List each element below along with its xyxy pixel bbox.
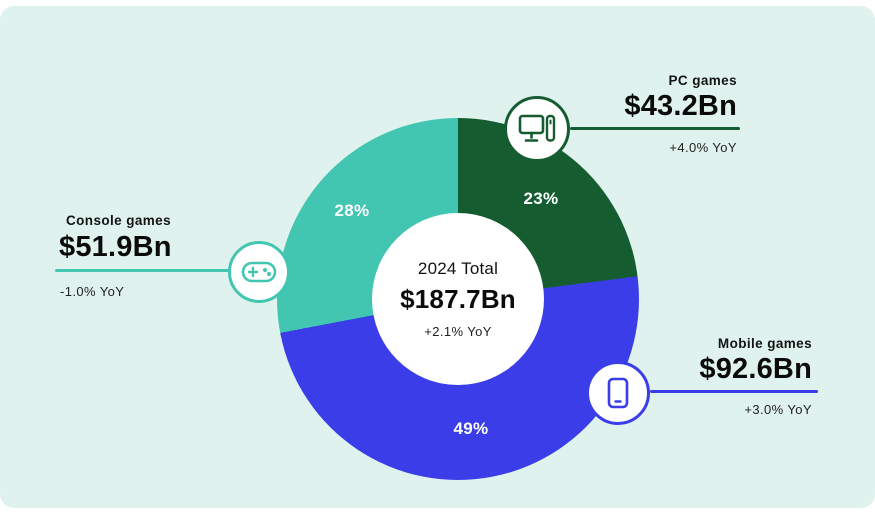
mobile-games-value: $92.6Bn — [699, 353, 812, 385]
mobile-games-badge — [586, 361, 650, 425]
console-games-value: $51.9Bn — [59, 231, 172, 263]
slice-label-console: 28% — [334, 201, 370, 220]
pc-callout-line — [570, 127, 740, 130]
pc-games-yoy: +4.0% YoY — [669, 140, 737, 155]
pc-games-label: PC games — [668, 73, 737, 88]
slice-label-mobile: 49% — [453, 419, 489, 438]
console-games-badge — [228, 241, 290, 303]
mobile-games-yoy: +3.0% YoY — [744, 402, 812, 417]
monitor-and-tower-icon — [518, 114, 556, 142]
slice-label-pc: 23% — [523, 189, 559, 208]
donut-center: 2024 Total $187.7Bn +2.1% YoY — [372, 213, 544, 385]
pc-games-badge — [504, 96, 570, 162]
mobile-callout-line — [650, 390, 818, 393]
mobile-games-label: Mobile games — [717, 336, 812, 351]
center-total-value: $187.7Bn — [400, 284, 516, 314]
center-title: 2024 Total — [417, 259, 499, 278]
console-games-yoy: -1.0% YoY — [60, 284, 125, 299]
console-callout-line — [55, 269, 229, 272]
donut-chart: 2024 Total $187.7Bn +2.1% YoY 23% 49% 28… — [277, 118, 639, 480]
gamepad-icon — [241, 261, 277, 283]
smartphone-icon — [607, 377, 629, 409]
pc-games-value: $43.2Bn — [624, 90, 737, 122]
console-games-label: Console games — [66, 213, 171, 228]
center-yoy: +2.1% YoY — [424, 324, 492, 339]
